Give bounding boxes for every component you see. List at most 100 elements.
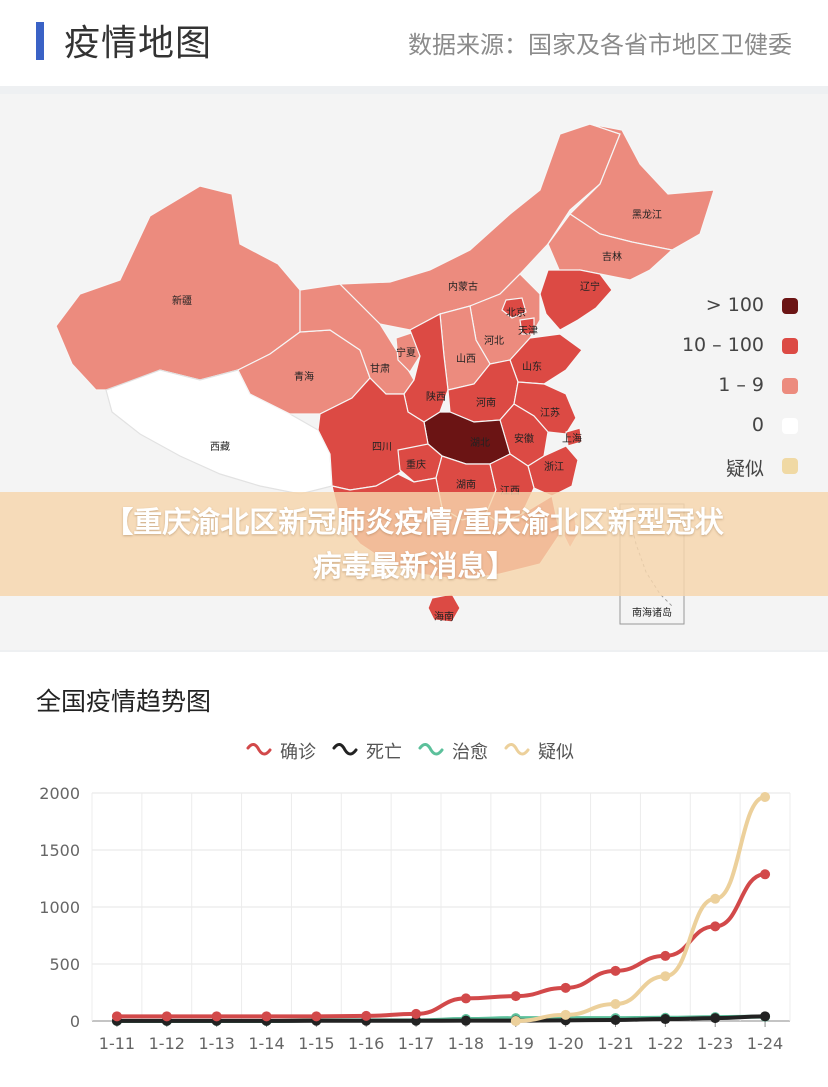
label-ningxia: 宁夏	[396, 346, 416, 359]
province-zhejiang[interactable]	[527, 445, 579, 497]
x-tick-label: 1-24	[747, 1034, 783, 1053]
title-accent-bar	[36, 22, 44, 60]
y-tick-label: 500	[49, 955, 80, 974]
label-chongqing: 重庆	[406, 458, 426, 471]
x-tick-label: 1-15	[298, 1034, 334, 1053]
trend-chart[interactable]: 0 500 1000 1500 2000 1-11 1-12 1-13 1-14 1-15 1-16…	[0, 652, 828, 1087]
legend-label: 确诊	[280, 742, 316, 763]
label-tianjin: 天津	[518, 325, 538, 337]
legend-item[interactable]: 疑似	[640, 450, 810, 490]
article-title-banner: 【重庆渝北区新冠肺炎疫情/重庆渝北区新型冠状 病毒最新消息】	[0, 492, 828, 596]
data-point	[161, 1011, 172, 1022]
legend-label: 疑似	[725, 458, 764, 480]
legend-label: 死亡	[366, 742, 402, 763]
x-tick-label: 1-19	[498, 1034, 534, 1053]
label-shanghai: 上海	[562, 432, 582, 445]
province-jilin[interactable]	[547, 213, 674, 281]
chart-title: 全国疫情趋势图	[36, 687, 212, 716]
legend-item-suspect[interactable]: 疑似	[504, 738, 574, 763]
label-shandong: 山东	[522, 360, 542, 373]
x-tick-label: 1-23	[697, 1034, 733, 1053]
y-tick-label: 1000	[39, 898, 80, 917]
data-point	[610, 965, 621, 976]
legend-label: 0	[751, 414, 764, 436]
y-tick-label: 1500	[39, 841, 80, 860]
data-point	[510, 1016, 521, 1026]
data-point	[660, 1014, 671, 1025]
banner-line-1: 【重庆渝北区新冠肺炎疫情/重庆渝北区新型冠状	[104, 505, 724, 539]
label-shanxi: 山西	[456, 353, 476, 365]
province-liaoning[interactable]	[539, 269, 613, 331]
label-beijing: 北京	[506, 306, 526, 319]
x-tick-label: 1-11	[99, 1034, 135, 1053]
data-point	[760, 1011, 771, 1022]
data-point	[660, 971, 671, 982]
data-point	[610, 999, 621, 1010]
legend-label: 1 – 9	[718, 374, 764, 396]
banner-text: 【重庆渝北区新冠肺炎疫情/重庆渝北区新型冠状 病毒最新消息】	[0, 500, 828, 588]
data-point	[710, 1013, 721, 1024]
wave-icon	[504, 743, 530, 756]
data-point	[460, 993, 471, 1004]
label-gansu: 甘肃	[370, 362, 390, 375]
label-hebei: 河北	[484, 335, 504, 347]
data-point	[560, 1009, 571, 1020]
legend-item[interactable]: 1 – 9	[640, 370, 810, 410]
x-tick-label: 1-12	[149, 1034, 185, 1053]
wave-icon	[246, 743, 272, 756]
legend-item[interactable]: > 100	[640, 290, 810, 330]
data-point	[460, 1015, 471, 1026]
label-xinjiang: 新疆	[172, 294, 192, 307]
data-point	[660, 950, 671, 961]
data-point	[760, 869, 771, 880]
legend-item-confirmed[interactable]: 确诊	[246, 738, 316, 763]
legend-swatch	[782, 338, 798, 354]
legend-swatch	[782, 378, 798, 394]
x-tick-label: 1-16	[348, 1034, 384, 1053]
label-sichuan: 四川	[372, 442, 392, 453]
wave-icon	[332, 743, 358, 756]
data-point	[710, 893, 721, 904]
data-point	[560, 982, 571, 993]
label-anhui: 安徽	[514, 432, 534, 445]
legend-item[interactable]: 0	[640, 410, 810, 450]
y-tick-label: 0	[70, 1012, 80, 1031]
province-beijing[interactable]	[501, 297, 527, 319]
data-point	[510, 991, 521, 1002]
legend-label: 治愈	[452, 742, 488, 763]
banner-line-2: 病毒最新消息】	[312, 549, 516, 583]
data-point	[760, 791, 771, 802]
data-point	[710, 921, 721, 932]
legend-item-cured[interactable]: 治愈	[418, 738, 488, 763]
data-point	[610, 1014, 621, 1025]
data-point	[361, 1010, 372, 1021]
label-heilongjiang: 黑龙江	[632, 208, 662, 221]
label-jiangsu: 江苏	[540, 406, 560, 419]
label-nanhai: 南海诸岛	[632, 606, 672, 619]
data-point	[311, 1011, 322, 1022]
label-hunan: 湖南	[456, 478, 476, 491]
label-neimenggu: 内蒙古	[448, 280, 478, 293]
legend-swatch	[782, 458, 798, 474]
x-tick-label: 1-18	[448, 1034, 484, 1053]
legend-label: 10 – 100	[681, 334, 764, 356]
page-title: 疫情地图	[64, 23, 213, 64]
legend-label: 疑似	[538, 742, 574, 763]
trend-panel: 全国疫情趋势图 确诊 死亡 治愈 疑似 0 500 1000 1500 2000 1-11…	[0, 652, 828, 1087]
label-hainan: 海南	[434, 610, 454, 623]
series-line-死亡	[114, 1014, 768, 1023]
legend-item-death[interactable]: 死亡	[332, 738, 402, 763]
china-map[interactable]: 新疆 西藏 青海 甘肃 内蒙古 黑龙江 吉林 辽宁 北京 天津 河北 山西 宁夏…	[0, 94, 828, 650]
wave-icon	[418, 743, 444, 756]
label-liaoning: 辽宁	[580, 280, 600, 293]
label-shaanxi: 陕西	[426, 390, 446, 403]
x-tick-label: 1-17	[398, 1034, 434, 1053]
header: 疫情地图 数据来源：国家及各省市地区卫健委	[0, 0, 828, 86]
map-legend: > 100 10 – 100 1 – 9 0 疑似	[640, 290, 810, 490]
province-tianjin[interactable]	[519, 317, 535, 335]
legend-item[interactable]: 10 – 100	[640, 330, 810, 370]
province-shanghai[interactable]	[565, 427, 583, 447]
data-point	[261, 1011, 272, 1022]
label-qinghai: 青海	[294, 370, 314, 383]
legend-swatch	[782, 298, 798, 314]
